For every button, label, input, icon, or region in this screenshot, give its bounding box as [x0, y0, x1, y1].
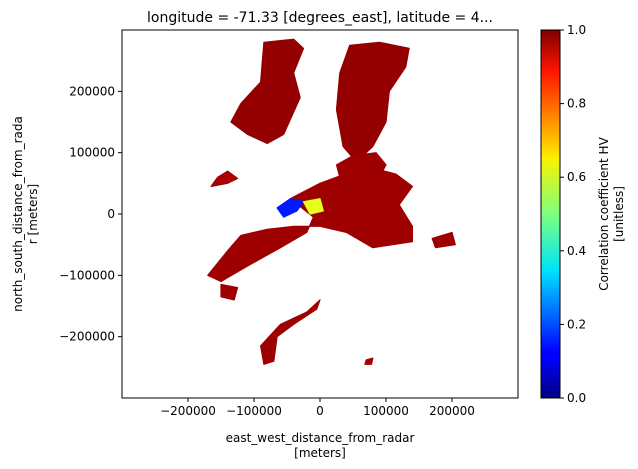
colorbar: [540, 29, 561, 399]
y-tick-label: 200000: [69, 84, 115, 98]
x-tick-label: 0: [316, 404, 324, 418]
x-tick-label: 200000: [429, 404, 475, 418]
y-axis-ticks: 200000 100000 0 −100000 −200000: [59, 84, 122, 344]
data-region: [220, 283, 239, 301]
reflectivity-regions: [207, 38, 456, 365]
data-region: [335, 41, 410, 163]
data-region: [276, 198, 305, 218]
data-region: [302, 198, 324, 215]
plot-area: [207, 38, 456, 365]
colorbar-ticks: 0.0 0.2 0.4 0.6 0.8 1.0: [560, 23, 586, 405]
x-tick-label: −100000: [226, 404, 282, 418]
colorbar-tick-label: 1.0: [567, 23, 586, 37]
data-region: [207, 169, 413, 283]
data-region: [431, 231, 456, 249]
colorbar-tick-label: 0.2: [567, 317, 586, 331]
x-axis-ticks: −200000 −100000 0 100000 200000: [160, 398, 475, 418]
x-axis-unit: [meters]: [294, 446, 346, 460]
y-tick-label: 100000: [69, 146, 115, 160]
y-axis-label: north_south_distance_from_rada: [11, 116, 25, 312]
colorbar-tick-label: 0.6: [567, 170, 586, 184]
data-region: [335, 152, 387, 181]
x-tick-label: −200000: [160, 404, 216, 418]
data-region: [260, 299, 321, 365]
data-region: [210, 170, 239, 187]
chart-title: longitude = -71.33 [degrees_east], latit…: [147, 10, 493, 26]
x-axis-label: east_west_distance_from_radar: [226, 431, 415, 445]
data-region: [364, 357, 374, 365]
data-region: [230, 38, 305, 145]
colorbar-tick-label: 0.4: [567, 244, 586, 258]
colorbar-tick-label: 0.0: [567, 391, 586, 405]
colorbar-label: Correlation coefficient HV: [597, 136, 611, 290]
colorbar-unit: [unitless]: [612, 186, 626, 242]
x-tick-label: 100000: [363, 404, 409, 418]
colorbar-tick-label: 0.8: [567, 97, 586, 111]
y-tick-label: 0: [107, 207, 115, 221]
y-tick-label: −200000: [59, 330, 115, 344]
y-axis-unit: r [meters]: [26, 184, 40, 244]
y-tick-label: −100000: [59, 268, 115, 282]
